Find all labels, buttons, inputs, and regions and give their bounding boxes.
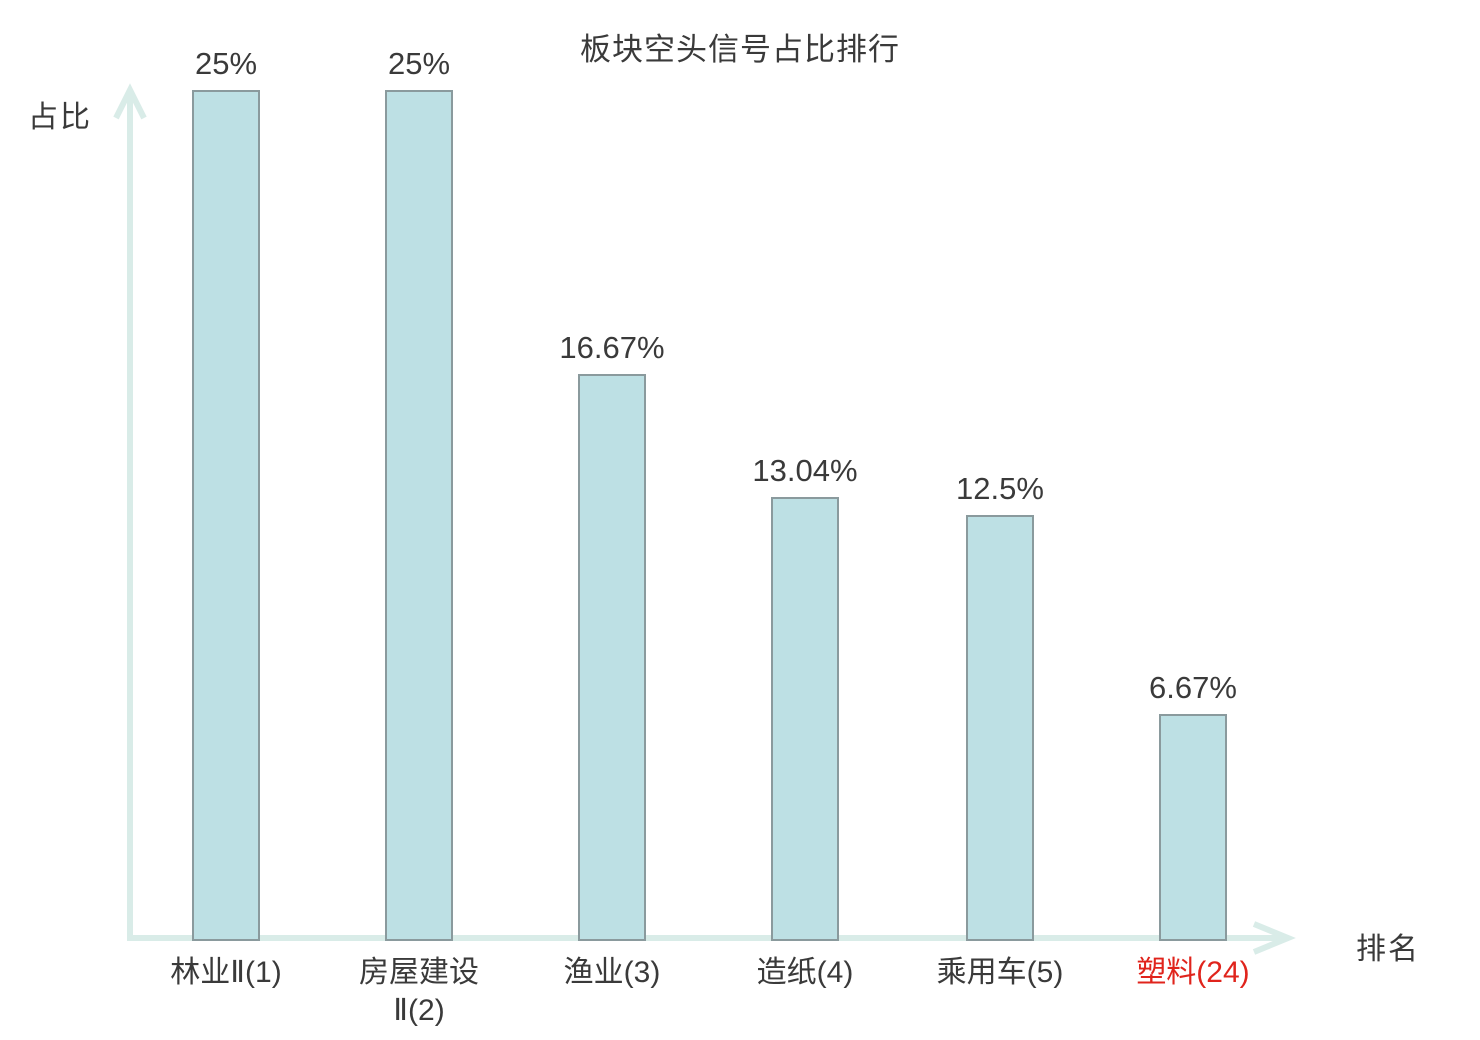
y-axis-arrow-icon: [113, 83, 147, 120]
x-axis-label: 排名: [1356, 933, 1420, 966]
bar: [385, 90, 453, 941]
bar-value-label: 12.5%: [956, 471, 1044, 506]
y-axis-label: 占比: [28, 101, 92, 134]
x-axis-arrow-icon: [1252, 921, 1296, 955]
bar: [771, 497, 839, 941]
bar-value-label: 16.67%: [559, 330, 665, 365]
bar-value-label: 6.67%: [1149, 670, 1237, 705]
category-label: 造纸(4): [756, 956, 854, 989]
bar-value-label: 25%: [194, 46, 258, 81]
category-label: 林业Ⅱ(1): [170, 956, 282, 989]
bar: [578, 374, 646, 941]
bar: [966, 515, 1034, 941]
bar-value-label: 13.04%: [752, 453, 858, 488]
category-label: 塑料(24): [1136, 956, 1250, 989]
category-label: 渔业(3): [563, 956, 661, 989]
bar: [192, 90, 260, 941]
category-label: 乘用车(5): [936, 956, 1064, 989]
chart-title: 板块空头信号占比排行: [580, 32, 900, 67]
bar-value-label: 25%: [387, 46, 451, 81]
category-label: 房屋建设 Ⅱ(2): [359, 956, 479, 1027]
bar: [1159, 714, 1227, 941]
